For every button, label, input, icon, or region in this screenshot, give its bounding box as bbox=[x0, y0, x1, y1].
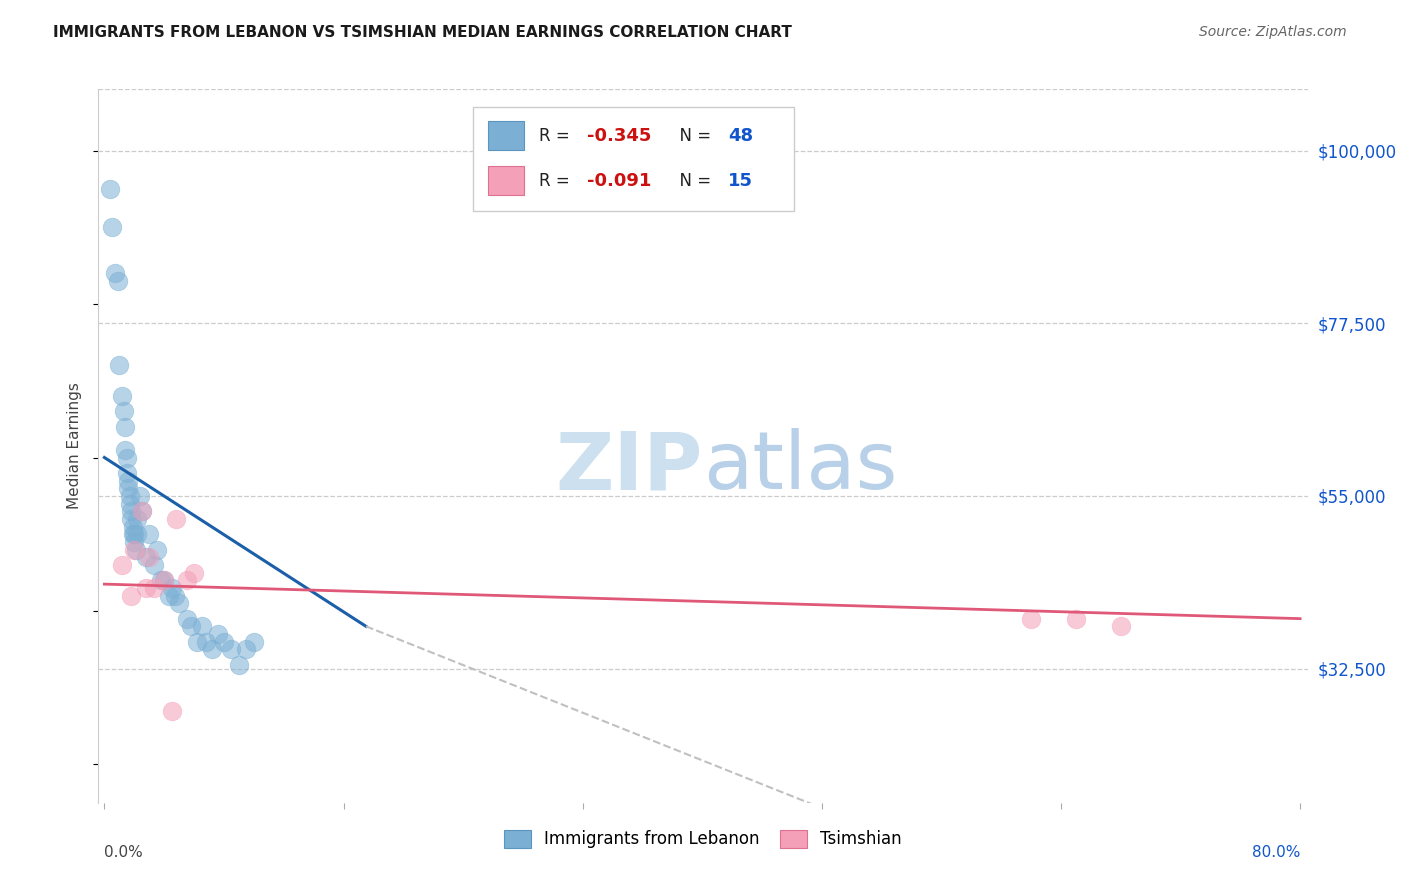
Point bbox=[127, 512, 149, 526]
Text: R =: R = bbox=[538, 171, 575, 189]
Point bbox=[129, 489, 152, 503]
Point bbox=[195, 634, 218, 648]
Point bbox=[221, 642, 243, 657]
Legend: Immigrants from Lebanon, Tsimshian: Immigrants from Lebanon, Tsimshian bbox=[498, 823, 908, 855]
Text: 80.0%: 80.0% bbox=[1251, 845, 1301, 860]
Point bbox=[121, 519, 143, 533]
Point bbox=[118, 489, 141, 503]
Point bbox=[118, 497, 141, 511]
Point bbox=[153, 574, 176, 588]
Point bbox=[114, 442, 136, 457]
Point bbox=[163, 589, 186, 603]
Text: 15: 15 bbox=[728, 171, 754, 189]
Point bbox=[131, 504, 153, 518]
Point bbox=[228, 657, 250, 672]
Point bbox=[120, 512, 142, 526]
Point bbox=[1064, 612, 1087, 626]
Text: ZIP: ZIP bbox=[555, 428, 703, 507]
Point bbox=[111, 389, 134, 403]
Point bbox=[112, 404, 135, 418]
Text: N =: N = bbox=[669, 171, 717, 189]
Point bbox=[207, 627, 229, 641]
Point bbox=[180, 619, 202, 633]
Point bbox=[115, 450, 138, 465]
Point bbox=[153, 574, 176, 588]
Point bbox=[160, 581, 183, 595]
Point bbox=[125, 542, 148, 557]
FancyBboxPatch shape bbox=[488, 121, 524, 150]
Point bbox=[201, 642, 224, 657]
Point bbox=[212, 634, 235, 648]
Point bbox=[157, 589, 180, 603]
Point bbox=[150, 574, 173, 588]
Point bbox=[176, 612, 198, 626]
Point bbox=[111, 558, 134, 572]
Point bbox=[183, 566, 205, 580]
Text: atlas: atlas bbox=[703, 428, 897, 507]
FancyBboxPatch shape bbox=[474, 107, 793, 211]
Point bbox=[124, 527, 146, 541]
Point bbox=[1109, 619, 1132, 633]
Text: -0.345: -0.345 bbox=[586, 127, 651, 145]
Point bbox=[120, 504, 142, 518]
Point bbox=[160, 704, 183, 718]
Point bbox=[186, 634, 208, 648]
Point bbox=[124, 535, 146, 549]
Point bbox=[127, 527, 149, 541]
Point bbox=[114, 419, 136, 434]
FancyBboxPatch shape bbox=[488, 166, 524, 194]
Text: -0.091: -0.091 bbox=[586, 171, 651, 189]
Point bbox=[107, 274, 129, 288]
Text: R =: R = bbox=[538, 127, 575, 145]
Point bbox=[117, 481, 139, 495]
Text: Source: ZipAtlas.com: Source: ZipAtlas.com bbox=[1199, 25, 1347, 39]
Point bbox=[167, 596, 190, 610]
Text: 48: 48 bbox=[728, 127, 754, 145]
Point bbox=[120, 589, 142, 603]
Point bbox=[124, 542, 146, 557]
Point bbox=[100, 182, 122, 196]
Point bbox=[115, 466, 138, 480]
Text: N =: N = bbox=[669, 127, 717, 145]
Point bbox=[243, 634, 266, 648]
Point bbox=[117, 474, 139, 488]
Point bbox=[138, 550, 160, 565]
Point bbox=[135, 550, 157, 565]
Point bbox=[131, 504, 153, 518]
Point bbox=[190, 619, 212, 633]
Text: 0.0%: 0.0% bbox=[104, 845, 143, 860]
Point bbox=[142, 581, 165, 595]
Y-axis label: Median Earnings: Median Earnings bbox=[67, 383, 83, 509]
Point bbox=[135, 581, 157, 595]
Point bbox=[1019, 612, 1042, 626]
Text: IMMIGRANTS FROM LEBANON VS TSIMSHIAN MEDIAN EARNINGS CORRELATION CHART: IMMIGRANTS FROM LEBANON VS TSIMSHIAN MED… bbox=[53, 25, 793, 40]
Point bbox=[165, 512, 187, 526]
Point bbox=[145, 542, 167, 557]
Point bbox=[108, 359, 131, 373]
Point bbox=[235, 642, 257, 657]
Point bbox=[176, 574, 198, 588]
Point bbox=[121, 527, 143, 541]
Point bbox=[101, 220, 124, 235]
Point bbox=[142, 558, 165, 572]
Point bbox=[138, 527, 160, 541]
Point bbox=[104, 266, 127, 280]
